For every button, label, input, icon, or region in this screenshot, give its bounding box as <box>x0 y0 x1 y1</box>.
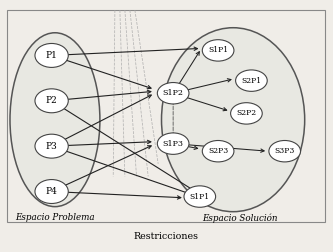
Text: Espacio Solución: Espacio Solución <box>202 213 277 223</box>
Ellipse shape <box>162 28 305 212</box>
Text: S1P2: S1P2 <box>163 89 184 97</box>
Ellipse shape <box>10 33 100 207</box>
Text: Espacio Problema: Espacio Problema <box>15 213 95 223</box>
Ellipse shape <box>35 89 68 113</box>
Ellipse shape <box>157 83 189 104</box>
Text: S2P3: S2P3 <box>208 147 228 155</box>
FancyBboxPatch shape <box>7 10 325 222</box>
Text: S1P3: S1P3 <box>163 140 184 148</box>
Text: P1: P1 <box>46 51 58 60</box>
Ellipse shape <box>184 186 216 207</box>
Text: S3P3: S3P3 <box>274 147 295 155</box>
Text: S2P1: S2P1 <box>241 77 261 85</box>
Ellipse shape <box>230 103 262 124</box>
Text: Restricciones: Restricciones <box>134 232 199 241</box>
Ellipse shape <box>235 70 267 91</box>
Ellipse shape <box>202 140 234 162</box>
Text: P4: P4 <box>46 187 58 196</box>
Ellipse shape <box>35 134 68 158</box>
Ellipse shape <box>35 43 68 68</box>
Ellipse shape <box>202 40 234 61</box>
Ellipse shape <box>269 140 300 162</box>
Text: P3: P3 <box>46 142 58 151</box>
Ellipse shape <box>157 133 189 154</box>
Ellipse shape <box>35 179 68 204</box>
Text: S1P1: S1P1 <box>208 46 228 54</box>
Text: S2P2: S2P2 <box>236 109 256 117</box>
Text: S1P1: S1P1 <box>190 193 210 201</box>
Text: P2: P2 <box>46 96 58 105</box>
